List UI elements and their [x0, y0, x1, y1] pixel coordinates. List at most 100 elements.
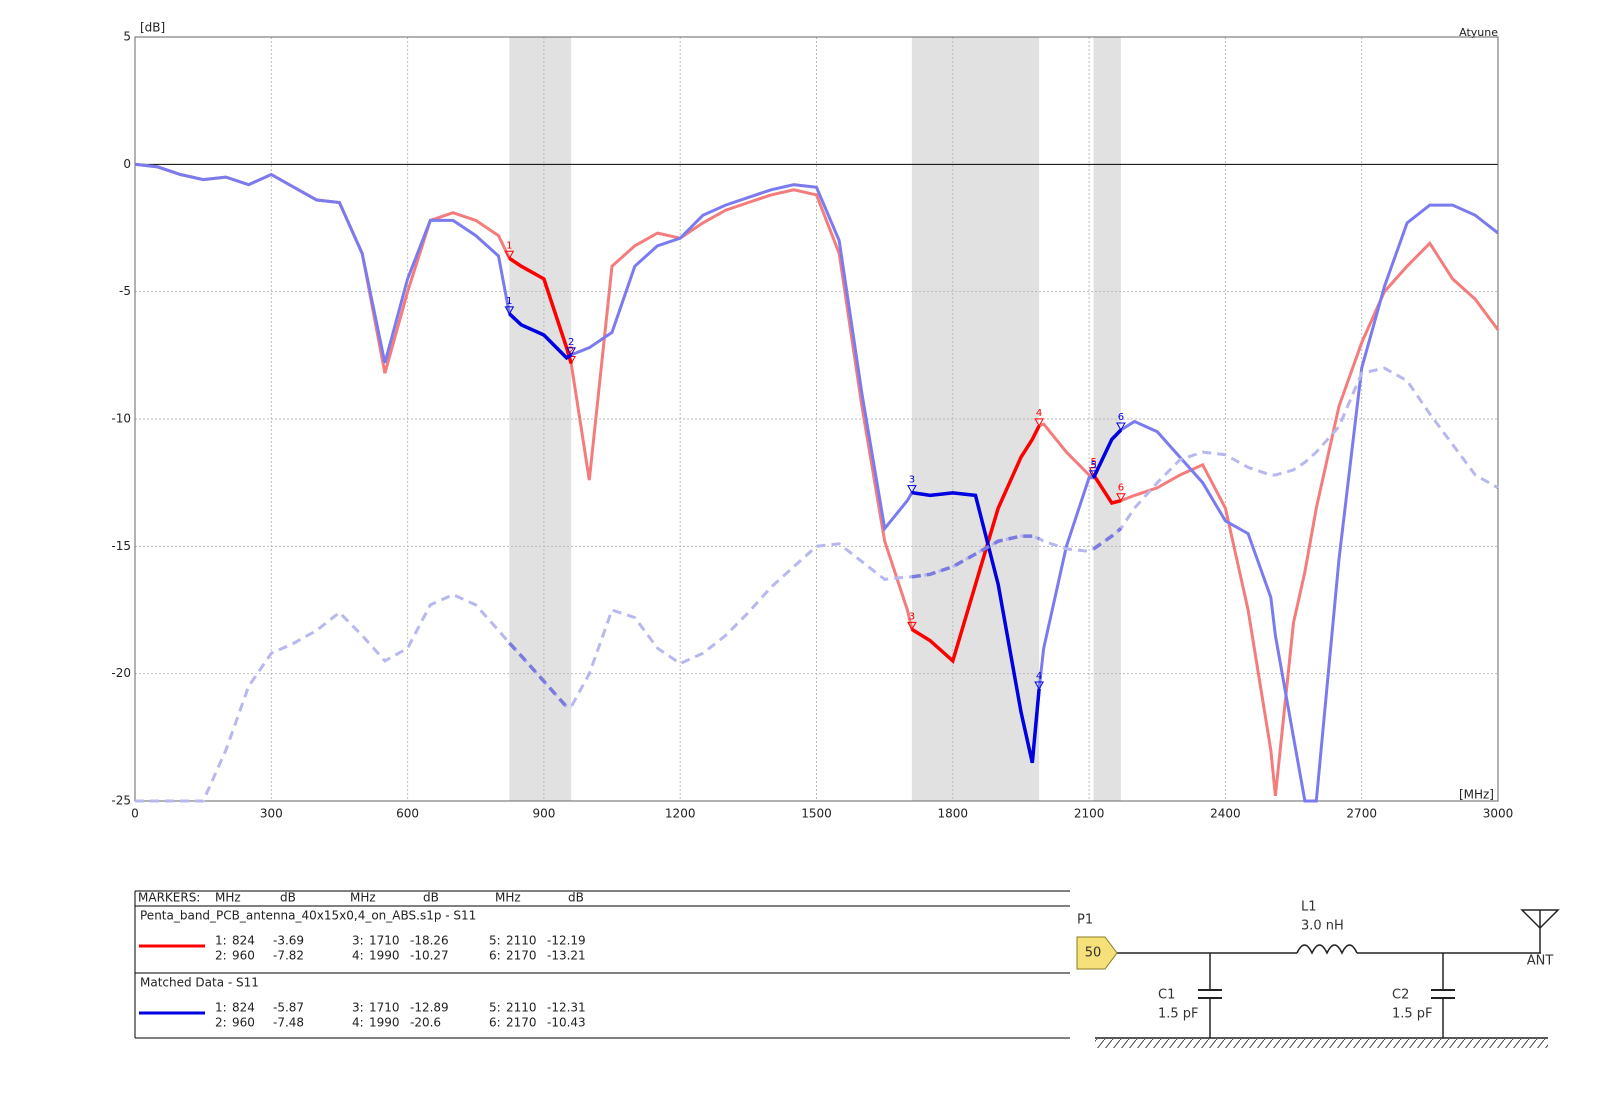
marker-id: 5: [1090, 457, 1096, 468]
y-tick-label: -20: [111, 666, 131, 680]
band-segment: [1092, 473, 1122, 506]
series-line: [134, 162, 1500, 797]
marker-value: -3.69: [273, 934, 304, 948]
marker-label: 2:: [215, 949, 227, 963]
series-line: [134, 162, 1499, 803]
marker-id: 6: [1118, 483, 1124, 494]
marker-value: -18.26: [410, 934, 449, 948]
band-segment: [508, 312, 573, 361]
marker-id: 3: [909, 611, 915, 622]
marker: [1034, 418, 1044, 427]
marker-label: 4:: [352, 1016, 364, 1030]
marker-freq: 1990: [369, 949, 400, 963]
table-header: MHz: [215, 891, 241, 905]
port-impedance: 50: [1085, 946, 1102, 961]
corner-label: Atyune: [1459, 26, 1498, 39]
marker: [1088, 470, 1099, 479]
inductor: [1296, 944, 1358, 955]
marker-freq: 960: [232, 1016, 255, 1030]
marker-value: -12.31: [547, 1001, 586, 1015]
marker-value: -7.48: [273, 1016, 304, 1030]
table-header: dB: [280, 891, 296, 905]
marker: [504, 250, 515, 260]
marker-table: MARKERS: MHz dB MHz dB MHz dB Penta_band_PCB_an…: [134, 890, 1070, 1039]
band-segment: [911, 490, 1041, 764]
y-unit: [dB]: [140, 21, 165, 35]
table-header: dB: [568, 891, 584, 905]
x-tick-label: 300: [260, 807, 283, 821]
x-tick-label: 1500: [801, 807, 832, 821]
schematic: P1 50 L1 3.0 nH C1 1.5 pF C2 1.5 pF ANT: [1076, 900, 1560, 1048]
x-tick-label: 1800: [938, 807, 969, 821]
marker-freq: 2170: [506, 1016, 537, 1030]
y-tick-label: 0: [123, 157, 131, 171]
x-unit: [MHz]: [1459, 788, 1494, 802]
y-tick-label: 5: [123, 30, 131, 44]
marker: [907, 485, 917, 494]
marker-freq: 2170: [506, 949, 537, 963]
x-tick-label: 2400: [1210, 807, 1241, 821]
marker-label: 5:: [489, 934, 501, 948]
capacitor-value: 1.5 pF: [1158, 1007, 1199, 1022]
marker-label: 2:: [215, 1016, 227, 1030]
marker-value: -10.43: [547, 1016, 586, 1030]
marker-id: 6: [1118, 412, 1124, 423]
marker-id: 1: [506, 240, 512, 251]
band-segment: [911, 534, 1040, 579]
marker-label: 3:: [352, 934, 364, 948]
port: [1076, 936, 1118, 970]
marker-freq: 824: [232, 1001, 255, 1015]
marker-freq: 824: [232, 934, 255, 948]
band-segment: [508, 256, 573, 364]
marker-label: 1:: [215, 1001, 227, 1015]
y-tick-label: -10: [111, 412, 131, 426]
capacitor-name: C1: [1158, 988, 1175, 1003]
marker-freq: 1710: [369, 934, 400, 948]
table-header: MHz: [495, 891, 521, 905]
y-tick-label: -25: [111, 794, 131, 808]
ground-hatch: [1095, 1039, 1548, 1048]
marker: [907, 621, 917, 631]
y-tick-label: -15: [111, 539, 131, 553]
capacitor-value: 1.5 pF: [1392, 1007, 1433, 1022]
band-segment: [1092, 527, 1123, 551]
marker: [1034, 681, 1044, 690]
capacitor-name: C2: [1392, 988, 1409, 1003]
marker-value: -12.19: [547, 934, 586, 948]
marker-freq: 960: [232, 949, 255, 963]
x-tick-label: 600: [396, 807, 419, 821]
marker-value: -20.6: [410, 1016, 441, 1030]
marker-label: 4:: [352, 949, 364, 963]
x-tick-label: 3000: [1483, 807, 1514, 821]
x-tick-label: 1200: [665, 807, 696, 821]
marker-freq: 1710: [369, 1001, 400, 1015]
plot-frame: [134, 36, 1499, 802]
table-header: dB: [423, 891, 439, 905]
legend-label: Matched Data - S11: [140, 976, 259, 990]
table-header: MHz: [350, 891, 376, 905]
marker-id: 2: [568, 345, 574, 356]
marker-label: 3:: [352, 1001, 364, 1015]
marker-freq: 1990: [369, 1016, 400, 1030]
antenna-label: ANT: [1527, 954, 1554, 969]
legend-label: Penta_band_PCB_antenna_40x15x0,4_on_ABS.…: [140, 909, 476, 923]
band-segment: [508, 641, 572, 709]
marker-id: 4: [1036, 671, 1042, 682]
marker: [566, 347, 577, 356]
marker-freq: 2110: [506, 1001, 537, 1015]
series-line: [135, 366, 1499, 803]
port-name: P1: [1077, 913, 1093, 928]
marker-id: 1: [506, 296, 512, 307]
x-tick-label: 2100: [1074, 807, 1105, 821]
marker: [504, 306, 515, 315]
marker-id: 3: [909, 475, 915, 486]
marker-label: 1:: [215, 934, 227, 948]
x-tick-label: 900: [532, 807, 555, 821]
marker-id: 5: [1090, 460, 1096, 471]
marker-freq: 2110: [506, 934, 537, 948]
marker-id: 4: [1036, 408, 1042, 419]
band-segment: [1092, 428, 1123, 479]
chart: [dB] Atyune [MHz] 0 300 600 900 1200 1500 1800…: [111, 21, 1513, 821]
x-tick-label: 2700: [1346, 807, 1377, 821]
marker: [1116, 493, 1126, 502]
